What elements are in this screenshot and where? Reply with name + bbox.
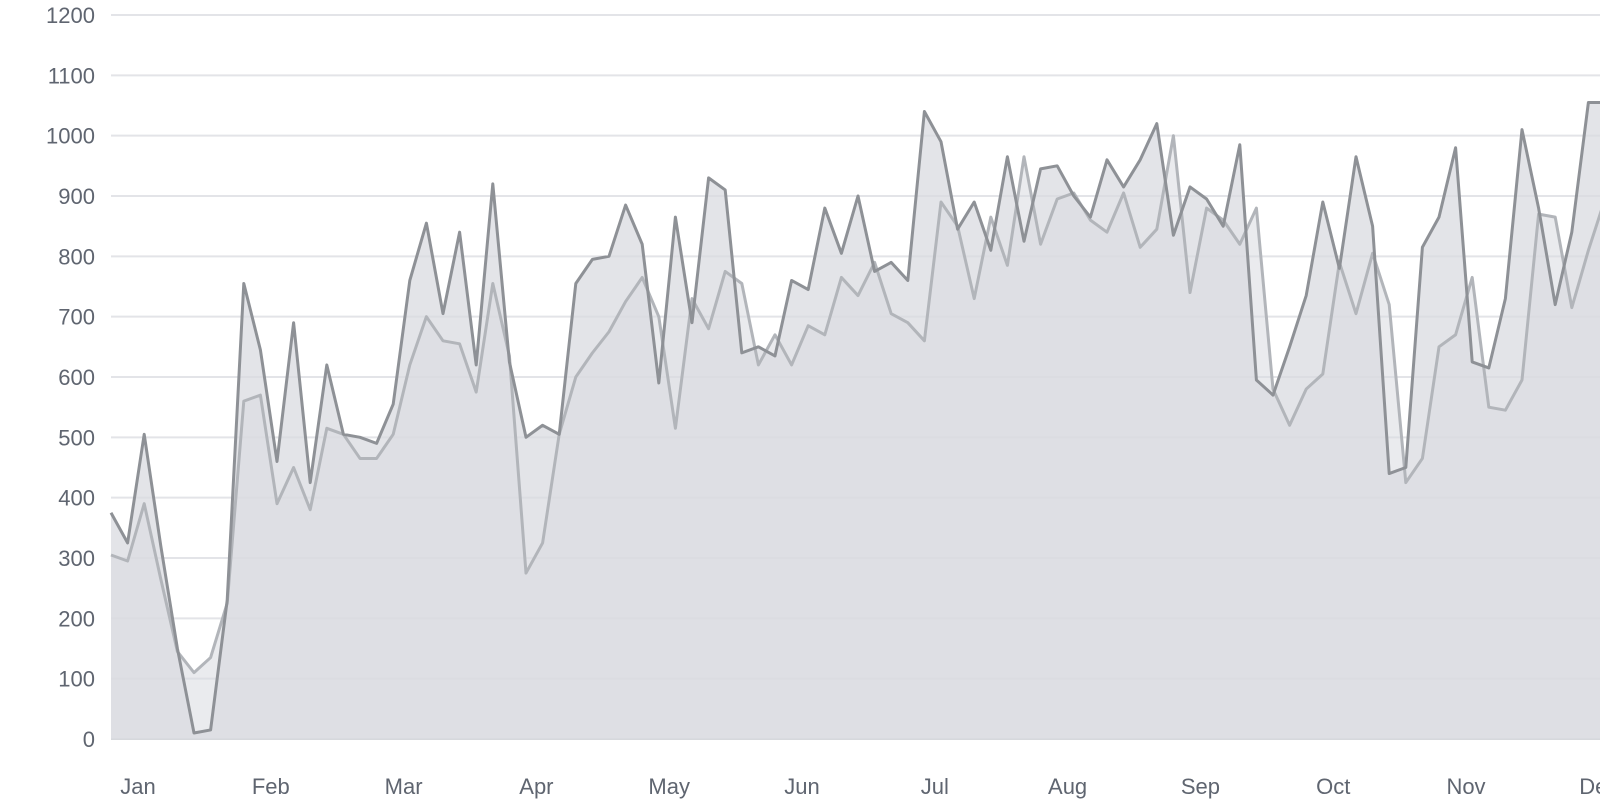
y-tick-label: 600 [58,365,95,390]
axis-labels: 0 100 200 300 400 500 600 700 800 900 1000 1100 1200… [46,3,1600,799]
x-tick-label: Jan [120,774,155,799]
y-tick-label: 900 [58,184,95,209]
y-tick-label: 800 [58,244,95,269]
y-tick-label: 1100 [48,63,95,88]
x-tick-label: Jul [921,774,949,799]
x-tick-label: Dec [1579,774,1600,799]
y-tick-label: 0 [83,727,95,752]
x-tick-label: Nov [1446,774,1485,799]
series-a-area [111,102,1600,739]
x-tick-label: Jun [784,774,819,799]
series-a-line [109,100,1600,735]
y-tick-label: 300 [58,546,95,571]
x-tick-label: Sep [1181,774,1220,799]
y-tick-label: 200 [58,606,95,631]
x-tick-label: Apr [519,774,553,799]
x-tick-label: Aug [1048,774,1087,799]
series-b-line [110,134,1600,675]
x-tick-label: Mar [385,774,423,799]
y-tick-label: 700 [58,305,95,330]
series-lines [109,100,1600,735]
area-fills [111,102,1600,739]
y-tick-label: 1200 [46,3,95,28]
x-tick-label: May [648,774,690,799]
y-tick-label: 100 [58,667,95,692]
y-tick-label: 500 [58,425,95,450]
x-tick-label: Feb [252,774,290,799]
y-tick-label: 400 [58,486,95,511]
y-tick-label: 1000 [46,124,95,149]
x-tick-label: Oct [1316,774,1350,799]
